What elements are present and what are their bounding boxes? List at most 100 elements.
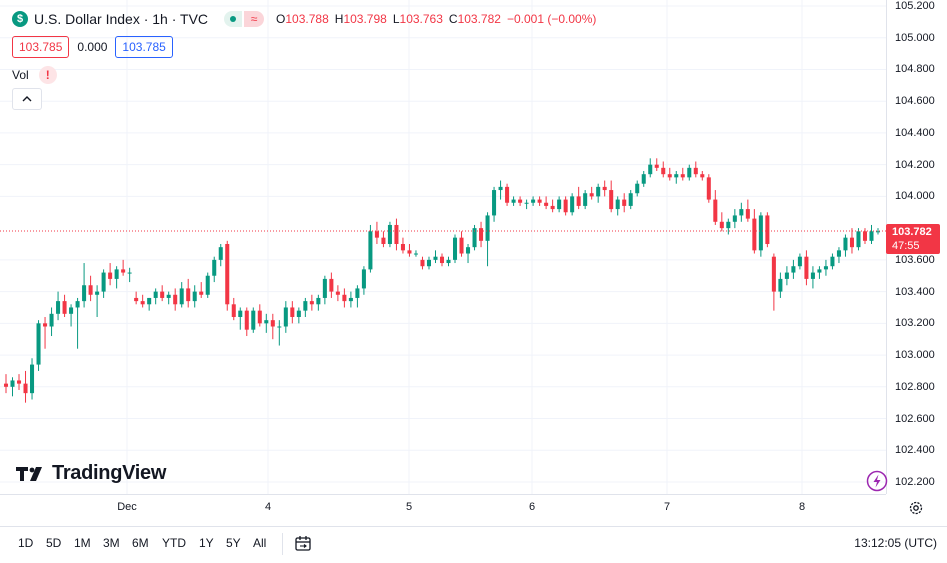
candle [596,183,601,203]
candle [322,275,327,305]
range-button-5d[interactable]: 5D [46,536,62,550]
candle [153,288,158,305]
candle [654,158,659,172]
range-button-1d[interactable]: 1D [18,536,34,550]
calendar-range-icon[interactable] [293,534,313,554]
candle [674,171,679,184]
candle [355,285,360,308]
gear-icon[interactable] [908,500,924,516]
candle [218,244,223,267]
range-button-5y[interactable]: 5Y [226,536,241,550]
price-tick-label: 104.000 [895,190,935,203]
time-tick-label: 4 [264,501,272,513]
range-button-all[interactable]: All [253,536,267,550]
candle-body [309,301,314,305]
candle-body [466,247,471,254]
candle [49,307,54,337]
candlestick-chart[interactable] [0,0,886,494]
candle-body [524,202,529,204]
candle-body [264,320,269,324]
candle [446,256,451,267]
market-status-badge[interactable]: ≈ [224,11,265,27]
collapse-legend-button[interactable] [12,88,42,110]
candle [563,196,568,216]
candle-body [251,310,256,330]
candle [283,301,288,333]
candle-body [531,199,536,203]
candle-body [30,364,35,394]
candle [745,199,750,222]
candle-body [869,231,874,241]
candle-body [732,215,737,222]
candle-body [687,167,692,178]
candle-body [147,297,152,305]
candle [82,263,87,308]
candle [557,196,562,213]
candle [381,231,386,248]
range-button-6m[interactable]: 6M [132,536,149,550]
candle [277,320,282,346]
candle [719,212,724,232]
candle-body [836,250,841,257]
candle-body [88,285,93,295]
candle-body [583,193,588,206]
candle [147,297,152,311]
candle [303,297,308,317]
warning-icon[interactable]: ! [38,66,57,84]
candle-body [628,193,633,206]
candle-body [784,272,789,279]
candle-body [173,294,178,305]
price-tick-label: 104.200 [895,158,935,171]
volume-label[interactable]: Vol [12,68,29,82]
range-button-1m[interactable]: 1M [74,536,91,550]
candle [387,221,392,248]
bar-countdown: 47:55 [892,240,920,252]
candle-body [108,272,113,279]
range-button-3m[interactable]: 3M [103,536,120,550]
candle-body [563,199,568,213]
range-button-1y[interactable]: 1Y [199,536,214,550]
chart-area[interactable] [0,0,886,494]
candle-body [342,294,347,302]
candle [726,218,731,235]
clock-time[interactable]: 13:12:05 (UTC) [854,536,937,550]
candle-body [270,320,275,327]
candle [641,171,646,187]
candle [498,180,503,200]
price-tick-label: 104.400 [895,126,935,139]
price-axis[interactable]: 105.200 105.000 104.800 104.600 104.400 104.2… [886,0,947,494]
tradingview-logo-icon [16,466,42,481]
bid-button[interactable]: 103.785 [12,36,70,58]
candle-body [550,205,555,210]
tradingview-logo[interactable]: TradingView [16,462,166,485]
symbol-title[interactable]: U.S. Dollar Index · 1h · TVC [34,11,209,27]
price-tick-label: 103.600 [895,253,935,266]
candle-body [654,164,659,168]
candle-body [361,269,366,289]
candle [667,167,672,181]
candle [732,209,737,229]
candle [856,228,861,251]
candle [518,196,523,206]
range-button-ytd[interactable]: YTD [162,536,186,550]
candle-body [719,221,724,229]
lightning-icon[interactable] [866,470,888,492]
candle [205,272,210,298]
ask-button[interactable]: 103.785 [115,36,173,58]
candle-body [667,174,672,178]
candle [817,266,822,279]
volume-legend: Vol ! [12,66,57,84]
candle [550,199,555,213]
candle [420,256,425,270]
candle [615,196,620,216]
candle-body [875,231,881,233]
candle [179,282,184,308]
candle-body [557,199,562,210]
candle [407,244,412,257]
candle [485,212,490,267]
time-axis[interactable]: Dec 4 5 6 7 8 [0,494,886,521]
candle-body [218,247,223,260]
candle-body [726,221,731,229]
candle [56,291,61,321]
candle [127,267,132,283]
